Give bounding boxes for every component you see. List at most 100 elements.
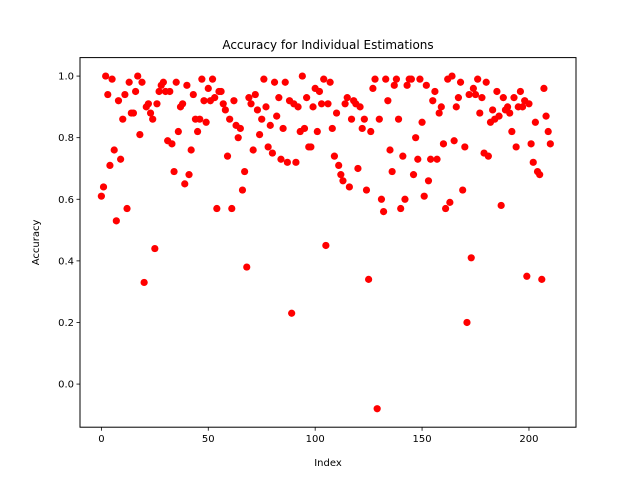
data-point-78 <box>264 143 272 151</box>
data-point-122 <box>358 124 366 133</box>
data-point-121 <box>356 103 364 111</box>
data-point-206 <box>538 275 546 283</box>
data-point-61 <box>228 204 236 213</box>
data-point-9 <box>117 155 125 163</box>
data-point-159 <box>437 103 445 111</box>
data-point-83 <box>275 94 283 102</box>
data-point-139 <box>394 115 403 123</box>
data-point-177 <box>476 109 484 117</box>
data-point-15 <box>129 109 138 117</box>
data-point-111 <box>335 161 343 169</box>
data-point-158 <box>435 109 443 117</box>
data-point-7 <box>112 217 120 225</box>
data-point-141 <box>399 152 407 160</box>
data-point-168 <box>456 78 465 86</box>
data-point-125 <box>365 275 373 283</box>
data-point-43 <box>189 90 197 99</box>
data-point-197 <box>518 103 527 111</box>
data-point-148 <box>414 155 422 163</box>
data-point-8 <box>114 97 123 105</box>
x-axis-label: Index <box>314 458 342 469</box>
data-point-210 <box>546 140 554 148</box>
data-point-181 <box>484 152 492 160</box>
data-point-29 <box>159 78 167 86</box>
data-point-62 <box>230 97 238 105</box>
data-point-199 <box>523 272 531 280</box>
data-point-6 <box>110 146 118 154</box>
data-point-124 <box>362 186 371 194</box>
y-tick-label: 0.8 <box>58 133 74 144</box>
data-point-36 <box>174 127 182 136</box>
data-point-167 <box>454 94 463 102</box>
data-point-4 <box>106 161 114 169</box>
data-point-142 <box>401 195 409 203</box>
data-point-32 <box>166 87 174 96</box>
data-point-188 <box>499 94 507 102</box>
data-point-89 <box>288 309 296 317</box>
data-point-68 <box>243 263 251 271</box>
data-point-140 <box>397 204 405 213</box>
y-tick-label: 0.4 <box>58 256 74 267</box>
data-point-186 <box>495 112 503 120</box>
data-point-91 <box>292 158 300 166</box>
data-point-135 <box>386 146 394 154</box>
x-tick-label: 200 <box>519 434 538 445</box>
data-point-166 <box>452 103 460 111</box>
data-point-76 <box>260 75 268 83</box>
data-point-170 <box>461 143 469 151</box>
data-point-110 <box>332 109 341 117</box>
points-layer <box>97 72 554 413</box>
data-point-101 <box>313 127 321 136</box>
data-point-22 <box>144 100 153 108</box>
data-point-3 <box>104 90 112 99</box>
data-point-79 <box>266 121 274 129</box>
data-point-123 <box>360 115 368 123</box>
data-point-112 <box>337 171 345 179</box>
y-tick-label: 1.0 <box>58 72 74 83</box>
data-point-113 <box>339 177 347 185</box>
data-point-17 <box>134 72 142 80</box>
data-point-38 <box>179 100 187 108</box>
data-point-82 <box>273 112 281 120</box>
data-point-23 <box>146 109 155 117</box>
data-point-133 <box>382 75 390 83</box>
data-point-19 <box>138 78 146 86</box>
data-point-173 <box>467 254 475 262</box>
data-point-10 <box>119 115 127 123</box>
data-point-191 <box>506 109 514 117</box>
data-point-172 <box>465 90 473 99</box>
data-point-96 <box>303 94 311 102</box>
data-point-161 <box>441 204 450 213</box>
data-point-153 <box>424 177 433 185</box>
y-tick-label: 0.0 <box>58 380 74 391</box>
data-point-33 <box>168 140 176 148</box>
data-point-26 <box>153 100 161 108</box>
data-point-46 <box>196 115 204 123</box>
data-point-117 <box>347 115 356 123</box>
data-point-98 <box>307 143 315 151</box>
data-point-171 <box>463 318 471 327</box>
data-point-54 <box>213 204 221 213</box>
data-point-47 <box>198 75 206 83</box>
data-point-108 <box>328 124 336 133</box>
data-point-209 <box>544 127 552 136</box>
data-point-41 <box>185 171 193 179</box>
data-point-126 <box>367 127 375 136</box>
data-point-105 <box>322 241 330 250</box>
data-point-114 <box>341 100 349 108</box>
data-point-190 <box>503 103 512 111</box>
data-point-12 <box>123 204 131 213</box>
x-tick-label: 0 <box>98 434 104 445</box>
data-point-201 <box>527 140 535 148</box>
data-point-81 <box>270 78 279 86</box>
data-point-64 <box>234 134 242 142</box>
y-tick-label: 0.6 <box>58 195 74 206</box>
data-point-208 <box>542 112 550 120</box>
data-point-150 <box>418 118 426 126</box>
data-point-127 <box>369 84 377 92</box>
data-point-143 <box>403 81 411 89</box>
data-point-67 <box>241 167 249 176</box>
data-point-178 <box>478 94 486 102</box>
data-point-116 <box>345 183 353 191</box>
